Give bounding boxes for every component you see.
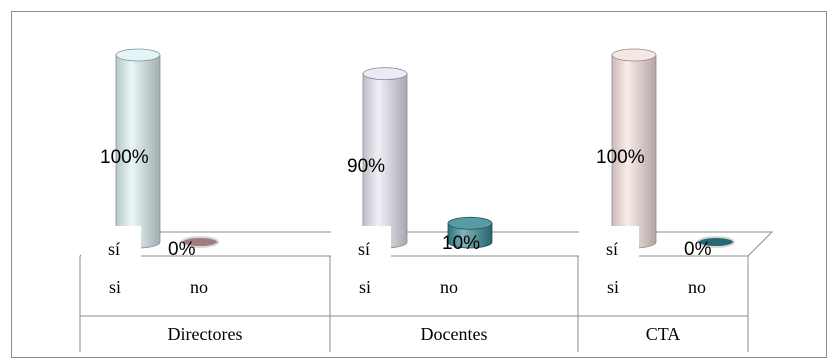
tick-label: si <box>109 277 121 297</box>
tick-label: no <box>688 277 706 297</box>
bar-value-label: 10% <box>442 233 480 254</box>
bar-value-label: 0% <box>168 239 196 260</box>
bar-label-box <box>579 226 639 266</box>
bar-value-label: 90% <box>347 156 385 177</box>
bar-label-box <box>331 226 391 266</box>
tick-label: si <box>607 277 619 297</box>
tick-label: no <box>440 277 458 297</box>
cylinder-zero-disc <box>181 236 219 248</box>
cylinder-bar <box>115 48 161 249</box>
group-label: CTA <box>646 324 681 344</box>
bar-inner-label: sí <box>358 239 370 259</box>
bar-inner-label: sí <box>108 239 120 259</box>
bar-inner-label: sí <box>606 239 618 259</box>
cylinder-zero-disc <box>697 236 735 248</box>
cylinder-top <box>362 67 408 81</box>
bar-value-label: 100% <box>100 147 149 168</box>
cylinder-top <box>447 216 493 230</box>
group-label: Docentes <box>421 324 488 344</box>
group-label: Directores <box>168 324 243 344</box>
cylinder-top <box>611 48 657 62</box>
bar-value-label: 100% <box>596 147 645 168</box>
bar-value-label: 0% <box>684 239 712 260</box>
tick-label: no <box>190 277 208 297</box>
cylinder-body <box>447 222 493 249</box>
cylinder-bar <box>697 236 735 248</box>
bar-label-box <box>81 226 141 266</box>
tick-label: si <box>359 277 371 297</box>
cylinder-top <box>115 48 161 62</box>
cylinder-bar <box>447 216 493 249</box>
cylinder-bar <box>181 236 219 248</box>
